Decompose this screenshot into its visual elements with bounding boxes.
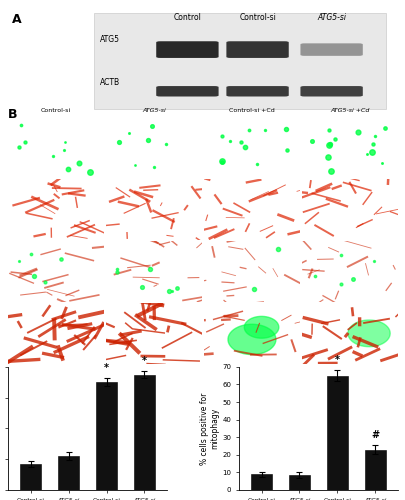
Bar (134, 374, 155, 490)
FancyBboxPatch shape (156, 42, 218, 58)
Text: *: * (334, 356, 339, 366)
FancyBboxPatch shape (94, 13, 385, 109)
Text: Control: Control (173, 13, 201, 22)
Polygon shape (347, 320, 389, 346)
Bar (326, 376, 347, 490)
Text: Control-si: Control-si (239, 13, 275, 22)
Text: B: B (8, 108, 17, 122)
Y-axis label: % cells positive for
mitophagy: % cells positive for mitophagy (200, 392, 219, 464)
FancyBboxPatch shape (226, 86, 288, 97)
Text: ACTB: ACTB (100, 78, 119, 88)
Text: ATG5-si +Cd: ATG5-si +Cd (329, 108, 369, 112)
Bar (20, 464, 41, 490)
Bar (96, 382, 117, 490)
Bar (32, 274, 56, 289)
Bar (250, 474, 271, 490)
Bar (344, 259, 368, 274)
Text: A: A (12, 13, 21, 26)
Bar (245, 275, 269, 290)
Bar (118, 278, 142, 292)
Text: *: * (104, 364, 109, 374)
Polygon shape (228, 324, 275, 354)
Bar (288, 475, 309, 490)
Text: *: * (142, 356, 147, 366)
FancyBboxPatch shape (226, 42, 288, 58)
FancyBboxPatch shape (300, 86, 362, 97)
Text: Control-si: Control-si (41, 108, 71, 112)
FancyBboxPatch shape (156, 86, 218, 97)
Text: ATG5-si: ATG5-si (142, 108, 166, 112)
FancyBboxPatch shape (300, 44, 362, 56)
Text: Control-si +Cd: Control-si +Cd (228, 108, 274, 112)
Bar (364, 450, 385, 490)
Bar (58, 456, 79, 490)
Polygon shape (244, 316, 278, 338)
Text: ATG5: ATG5 (100, 34, 119, 43)
Text: ATG5-si: ATG5-si (316, 13, 345, 22)
Text: #: # (370, 430, 378, 440)
